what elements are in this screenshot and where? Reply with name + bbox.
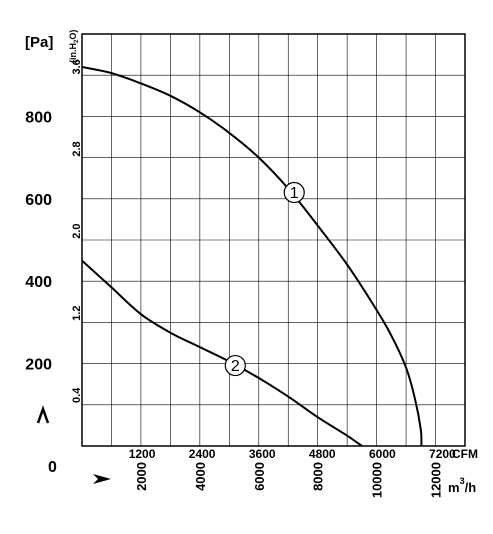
y-tick-label-pa: 400 (25, 274, 52, 291)
x-tick-label-m3h: 10000 (370, 462, 385, 498)
series-label: 2 (231, 358, 240, 375)
x-axis-unit-cfm: CFM (452, 447, 478, 461)
series-label: 1 (290, 185, 299, 202)
x-tick-label-cfm: 4800 (309, 447, 336, 461)
y-tick-label-pa: 600 (25, 192, 52, 209)
y-tick-label-inh2o: 2.8 (71, 141, 83, 156)
x-tick-label-cfm: 3600 (249, 447, 276, 461)
y-axis-unit-pa: [Pa] (25, 34, 53, 51)
x-tick-label-m3h: 8000 (311, 462, 326, 491)
series-curve-1 (81, 66, 423, 447)
grid (82, 34, 465, 446)
y-tick-label-inh2o: 1.2 (71, 306, 83, 321)
y-axis-unit-inh2o: (in.H2O) (68, 30, 80, 63)
series-curve-2 (81, 259, 363, 447)
x-tick-label-cfm: 1200 (129, 447, 156, 461)
y-tick-label-inh2o: 0.4 (71, 387, 83, 403)
right-arrow-icon (93, 474, 111, 484)
x-tick-label-m3h: 6000 (252, 462, 267, 491)
series-marker-circle (283, 181, 305, 204)
x-tick-label-cfm: 6000 (369, 447, 396, 461)
x-axis-unit-m3h: m3/h (448, 476, 476, 495)
y-tick-label-pa: 800 (25, 109, 52, 126)
y-tick-label-inh2o: 3.6 (71, 59, 83, 74)
curves: 12 (81, 66, 423, 447)
y-tick-label-inh2o: 2.0 (71, 223, 83, 238)
origin-zero-label: 0 (48, 459, 57, 476)
x-tick-label-m3h: 4000 (193, 462, 208, 491)
plot-frame (81, 33, 466, 447)
x-tick-label-m3h: 12000 (429, 462, 444, 498)
x-tick-label-cfm: 7200 (429, 447, 456, 461)
y-tick-label-pa: 200 (25, 357, 52, 374)
tick-labels: 200 400 600 800 0.4 1.2 2.0 2.8 3.6 1200 2400 3600 4… (25, 59, 456, 498)
series-marker-circle (224, 354, 246, 377)
up-arrow-icon (36, 405, 50, 424)
x-tick-label-m3h: 2000 (134, 462, 149, 491)
x-tick-label-cfm: 2400 (189, 447, 216, 461)
